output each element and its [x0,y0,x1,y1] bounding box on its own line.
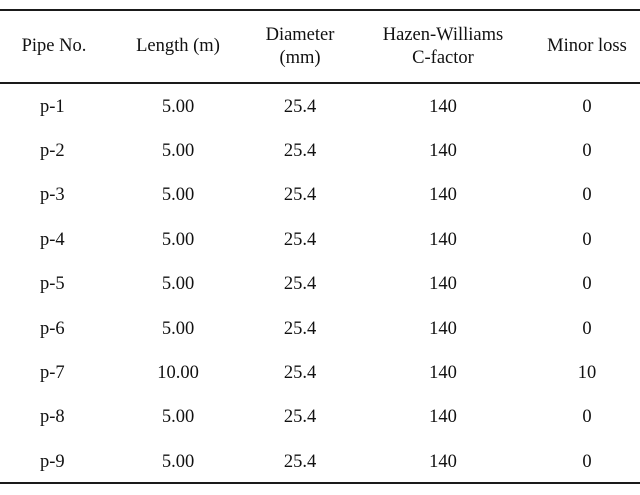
minor-loss-cell: 10 [577,362,597,383]
header-c-factor: Hazen-Williams C-factor [382,24,504,68]
header-diameter: Diameter (mm) [265,24,335,68]
minor-loss-cell: 0 [582,318,592,339]
minor-loss-cell: 0 [582,451,592,472]
table-row: p-5 5.00 25.4 140 0 [0,263,640,307]
table-row: p-2 5.00 25.4 140 0 [0,129,640,173]
diameter-cell: 25.4 [283,96,317,117]
length-cell: 5.00 [161,96,195,117]
table-row: p-6 5.00 25.4 140 0 [0,307,640,351]
c-factor-cell: 140 [429,318,457,339]
table-header-rule [0,82,640,84]
pipe-no-cell: p-1 [40,96,65,117]
table-row: p-4 5.00 25.4 140 0 [0,218,640,262]
table-top-rule [0,9,640,11]
diameter-cell: 25.4 [283,140,317,161]
diameter-cell: 25.4 [283,318,317,339]
minor-loss-cell: 0 [582,96,592,117]
pipe-no-cell: p-8 [40,407,65,428]
c-factor-cell: 140 [429,185,457,206]
length-cell: 5.00 [161,229,195,250]
diameter-cell: 25.4 [283,451,317,472]
length-cell: 5.00 [161,185,195,206]
c-factor-cell: 140 [429,451,457,472]
minor-loss-cell: 0 [582,185,592,206]
diameter-cell: 25.4 [283,362,317,383]
pipe-no-cell: p-2 [40,140,65,161]
length-cell: 5.00 [161,274,195,295]
length-cell: 5.00 [161,407,195,428]
minor-loss-cell: 0 [582,407,592,428]
pipe-no-cell: p-5 [40,274,65,295]
table-bottom-rule [0,482,640,484]
c-factor-cell: 140 [429,96,457,117]
pipe-no-cell: p-4 [40,229,65,250]
table-row: p-3 5.00 25.4 140 0 [0,174,640,218]
length-cell: 5.00 [161,451,195,472]
header-pipe-no: Pipe No. [21,36,87,56]
c-factor-cell: 140 [429,362,457,383]
table-row: p-8 5.00 25.4 140 0 [0,396,640,440]
pipe-no-cell: p-3 [40,185,65,206]
minor-loss-cell: 0 [582,140,592,161]
length-cell: 5.00 [161,140,195,161]
diameter-cell: 25.4 [283,274,317,295]
table-row: p-1 5.00 25.4 140 0 [0,85,640,129]
pipe-no-cell: p-6 [40,318,65,339]
minor-loss-cell: 0 [582,229,592,250]
c-factor-cell: 140 [429,274,457,295]
c-factor-cell: 140 [429,140,457,161]
header-length: Length (m) [136,36,220,56]
c-factor-cell: 140 [429,407,457,428]
diameter-cell: 25.4 [283,229,317,250]
length-cell: 10.00 [157,362,199,383]
minor-loss-cell: 0 [582,274,592,295]
pipe-no-cell: p-7 [40,362,65,383]
header-minor-loss: Minor loss [547,36,627,56]
diameter-cell: 25.4 [283,185,317,206]
table-row: p-9 5.00 25.4 140 0 [0,440,640,484]
c-factor-cell: 140 [429,229,457,250]
pipe-no-cell: p-9 [40,451,65,472]
diameter-cell: 25.4 [283,407,317,428]
table-header: Pipe No. Length (m) Diameter (mm) Hazen-… [0,11,640,82]
table-row: p-7 10.00 25.4 140 10 [0,351,640,395]
length-cell: 5.00 [161,318,195,339]
